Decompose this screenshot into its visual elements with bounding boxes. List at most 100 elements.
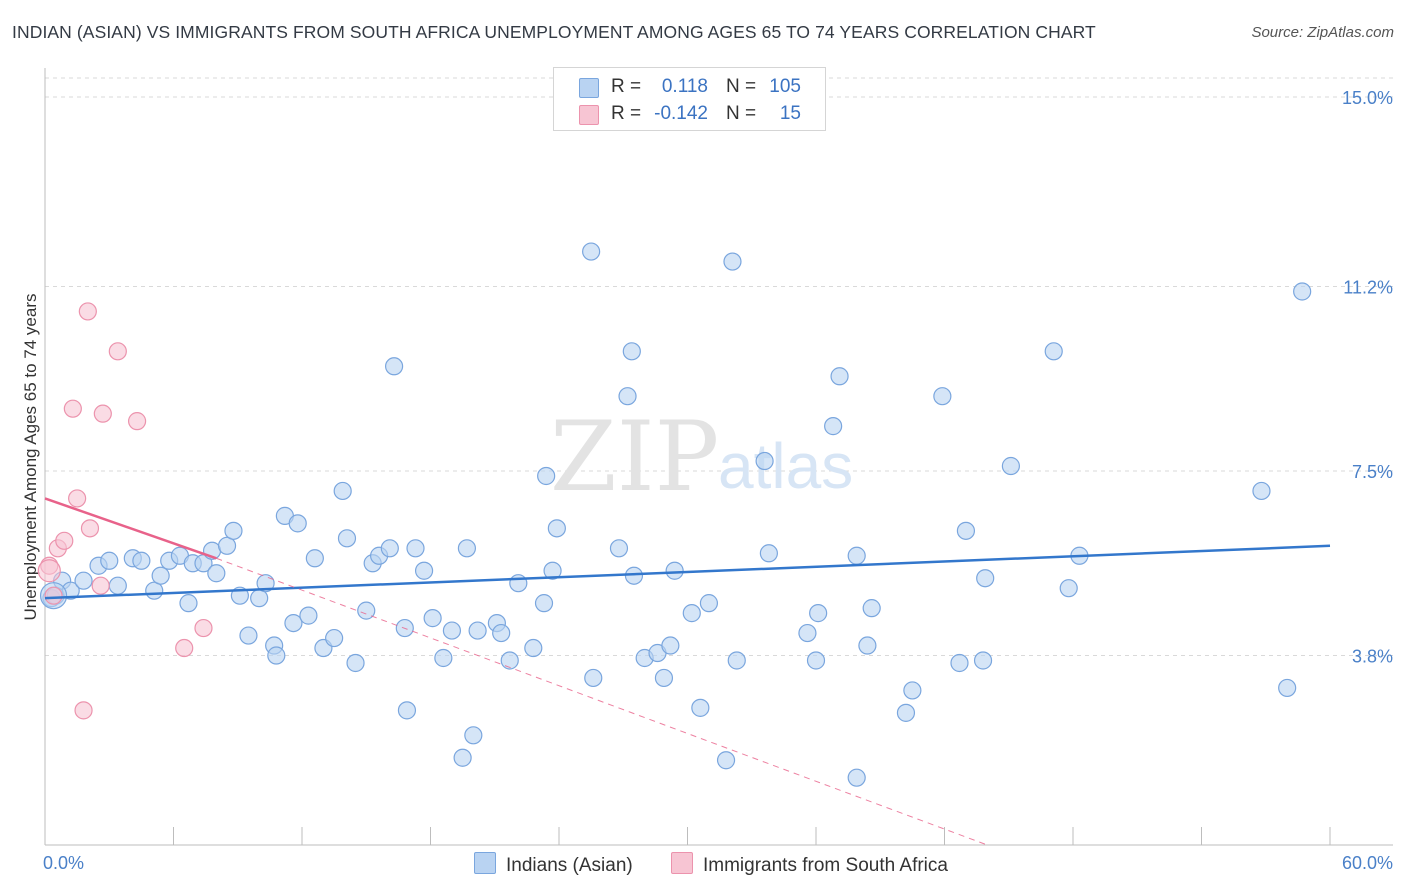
grid-lines xyxy=(45,77,1393,657)
data-point-indians xyxy=(132,551,151,570)
legend-n-label: N = xyxy=(726,76,757,97)
data-point-south-africa xyxy=(74,701,93,720)
data-point-south-africa xyxy=(91,576,110,595)
y-tick-label: 3.8% xyxy=(1352,647,1393,667)
data-point-indians xyxy=(950,653,969,673)
data-point-south-africa xyxy=(55,531,74,550)
data-point-indians xyxy=(414,561,434,580)
data-point-south-africa xyxy=(194,618,213,638)
series-indians-asian xyxy=(39,242,1312,787)
data-point-indians xyxy=(267,646,286,665)
legend-swatch-blue xyxy=(579,78,599,98)
data-point-indians xyxy=(442,621,462,640)
data-point-indians xyxy=(682,604,701,623)
series-legend: Indians (Asian) Immigrants from South Af… xyxy=(0,852,1406,878)
data-point-indians xyxy=(239,626,258,645)
data-point-indians xyxy=(305,549,324,568)
data-point-indians xyxy=(333,481,352,501)
correlation-legend: R = 0.118 N = 105 R = -0.142 N = 15 xyxy=(553,67,826,131)
data-point-indians xyxy=(524,638,543,658)
data-point-indians xyxy=(543,561,562,580)
data-point-indians xyxy=(699,594,719,613)
data-point-indians xyxy=(858,636,877,655)
data-point-indians xyxy=(509,574,528,593)
trend-line-south-africa-extension xyxy=(216,557,988,846)
data-point-indians xyxy=(299,606,318,625)
data-point-indians xyxy=(492,623,511,643)
data-point-south-africa xyxy=(68,489,87,508)
data-point-south-africa xyxy=(63,399,82,418)
legend-row-south-africa: R = -0.142 N = 15 xyxy=(554,101,825,127)
data-point-indians xyxy=(716,751,736,770)
legend-label-indians: Indians (Asian) xyxy=(506,855,633,876)
y-tick-label: 7.5% xyxy=(1352,462,1393,482)
data-point-indians xyxy=(74,571,93,590)
data-point-indians xyxy=(759,544,778,563)
data-point-indians xyxy=(896,703,916,722)
data-point-indians xyxy=(179,594,198,613)
data-point-indians xyxy=(956,521,976,540)
data-point-indians xyxy=(384,357,404,376)
data-point-south-africa xyxy=(93,404,112,423)
data-point-indians xyxy=(1293,282,1312,301)
data-point-indians xyxy=(468,621,487,640)
legend-r-value: 0.118 xyxy=(661,76,708,97)
data-point-indians xyxy=(1044,342,1063,361)
data-point-indians xyxy=(453,748,472,767)
data-point-indians xyxy=(423,609,442,628)
data-point-south-africa xyxy=(127,412,147,431)
data-point-indians xyxy=(1252,481,1271,501)
axes xyxy=(44,68,1393,846)
data-point-indians xyxy=(284,613,303,633)
data-point-indians xyxy=(224,521,243,540)
legend-swatch-blue xyxy=(474,852,496,874)
y-tick-labels: 3.8% 7.5% 11.2% 15.0% xyxy=(1342,88,1393,667)
data-point-indians xyxy=(933,387,952,406)
data-point-indians xyxy=(609,539,629,558)
legend-item-south-africa: Immigrants from South Africa xyxy=(671,852,948,877)
data-point-indians xyxy=(337,529,357,548)
x-tick-label: 60.0% xyxy=(1342,853,1393,873)
x-tick-label: 0.0% xyxy=(43,853,84,873)
data-point-indians xyxy=(537,466,556,486)
legend-r-label: R = xyxy=(611,76,642,97)
data-point-south-africa xyxy=(78,302,97,321)
data-point-indians xyxy=(464,726,483,745)
legend-n-value: 105 xyxy=(769,76,801,97)
data-point-indians xyxy=(500,651,519,670)
data-point-indians xyxy=(108,576,127,595)
data-point-indians xyxy=(622,342,641,361)
data-point-indians xyxy=(661,636,680,655)
data-point-indians xyxy=(325,628,344,648)
y-tick-label: 15.0% xyxy=(1342,88,1393,108)
data-point-indians xyxy=(618,387,637,406)
data-point-indians xyxy=(798,623,817,643)
data-point-indians xyxy=(434,648,453,668)
data-point-south-africa xyxy=(80,519,100,538)
data-point-indians xyxy=(217,536,237,555)
data-point-indians xyxy=(534,594,554,613)
data-point-indians xyxy=(624,566,644,585)
watermark: ZIP atlas xyxy=(550,401,853,513)
data-point-indians xyxy=(723,252,742,271)
source-credit: Source: ZipAtlas.com xyxy=(1251,24,1394,41)
trend-lines xyxy=(44,497,1331,846)
legend-swatch-pink xyxy=(671,852,693,874)
data-point-indians xyxy=(547,519,566,538)
data-point-indians xyxy=(1278,678,1297,698)
data-point-indians xyxy=(755,451,774,471)
x-tick-labels: 0.0% 60.0% xyxy=(43,853,1393,873)
data-point-indians xyxy=(100,551,119,570)
chart-title: INDIAN (ASIAN) VS IMMIGRANTS FROM SOUTH … xyxy=(12,22,1096,42)
data-point-indians xyxy=(973,651,993,670)
data-point-indians xyxy=(809,604,828,623)
data-point-indians xyxy=(288,514,307,533)
data-point-indians xyxy=(691,698,710,717)
trend-line-indians xyxy=(44,544,1331,600)
data-point-indians xyxy=(346,653,365,673)
data-point-indians xyxy=(727,651,746,670)
legend-label-south-africa: Immigrants from South Africa xyxy=(703,855,948,876)
series-immigrants-south-africa xyxy=(37,302,213,720)
data-point-indians xyxy=(582,242,601,261)
